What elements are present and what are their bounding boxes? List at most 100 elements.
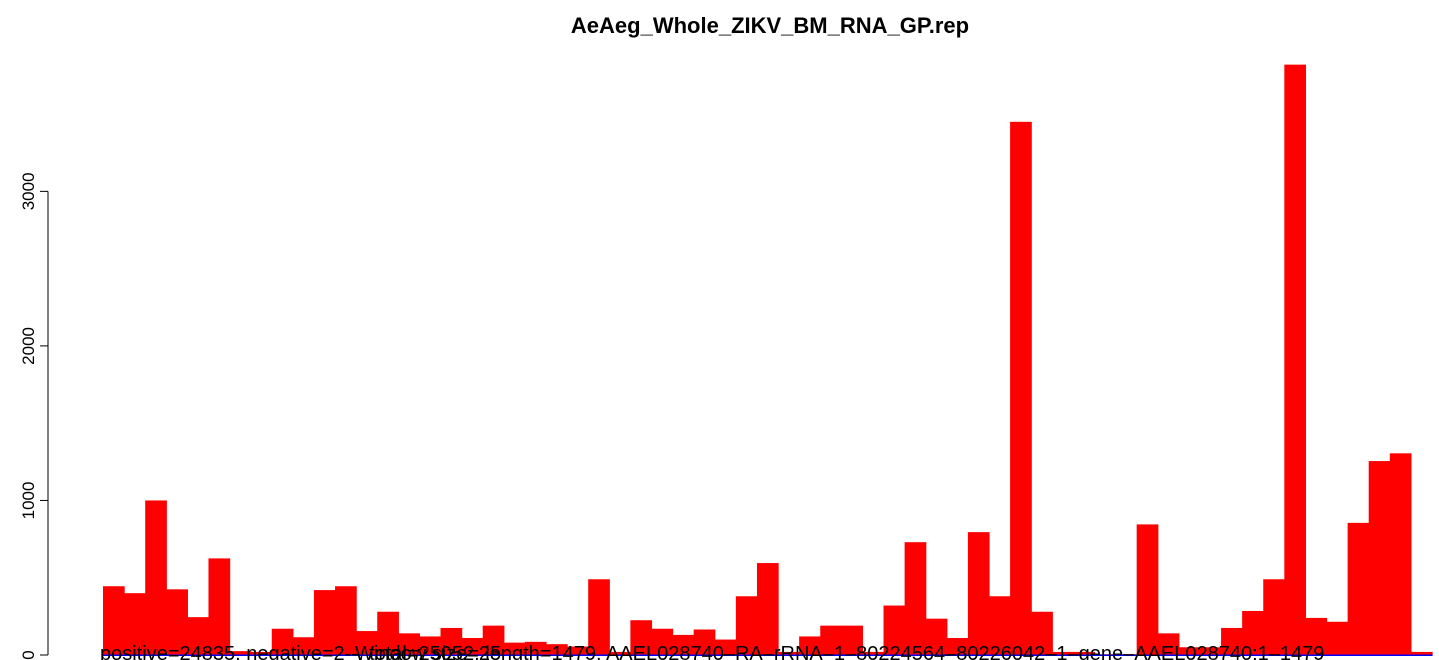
bar (482, 625, 505, 655)
bar (461, 638, 484, 655)
bar-negative (1178, 654, 1201, 656)
bar-negative (1157, 654, 1180, 656)
bar-negative (187, 654, 210, 656)
bar-negative (841, 654, 864, 656)
bar-negative (229, 654, 252, 656)
bar (1073, 651, 1096, 655)
bar-negative (778, 654, 800, 656)
bar-negative (693, 654, 716, 656)
bar-negative (124, 654, 146, 656)
bar-negative (1389, 654, 1412, 656)
bar-negative (989, 654, 1011, 656)
bar (503, 642, 526, 655)
bar-negative (925, 654, 948, 656)
bar-negative (356, 654, 378, 656)
bar-negative (250, 654, 273, 656)
bar-negative (609, 654, 631, 656)
bar (1368, 461, 1391, 655)
bar (946, 638, 969, 655)
bar-negative (1263, 654, 1285, 656)
bar-negative (1073, 654, 1096, 656)
y-tick-label: 1000 (19, 482, 38, 520)
bar-negative (799, 654, 821, 656)
bar (672, 634, 695, 655)
bar-negative (419, 654, 442, 656)
bar (1305, 617, 1328, 655)
bar (714, 639, 737, 655)
bar-negative (1052, 654, 1074, 656)
bar-negative (503, 654, 526, 656)
bar (1031, 611, 1053, 655)
bar-negative (651, 654, 674, 656)
bar (756, 563, 779, 655)
bar (1136, 524, 1159, 655)
bar-negative (1410, 654, 1433, 656)
bar (440, 627, 463, 655)
bar-negative (1242, 654, 1264, 656)
bar-negative (103, 654, 125, 656)
bar (292, 637, 315, 655)
bar (651, 628, 674, 655)
bar-negative (208, 654, 231, 656)
bar-negative (946, 654, 969, 656)
bar (335, 586, 357, 655)
bar-negative (546, 654, 568, 656)
bar (1157, 633, 1180, 655)
bar-negative (313, 654, 336, 656)
bar-negative (904, 654, 927, 656)
bar (419, 636, 442, 655)
bar (1010, 121, 1032, 655)
bar (271, 628, 294, 655)
bar-negative (967, 654, 990, 656)
bar (1326, 621, 1349, 655)
bar (524, 641, 547, 655)
chart-annotation: positive=24835, negative=2‑‑, total=2505… (100, 643, 1324, 660)
bar (313, 590, 336, 655)
bar-negative (1368, 654, 1391, 656)
bar-negative (1284, 654, 1307, 656)
bar (1178, 647, 1201, 655)
bar-negative (335, 654, 357, 656)
bar (609, 651, 631, 655)
bar (925, 618, 948, 655)
bar (546, 644, 568, 655)
bar (904, 542, 927, 655)
bar (398, 633, 421, 655)
y-axis: 0 1000 2000 3000 (19, 172, 49, 660)
bar-negative (756, 654, 779, 656)
y-tick-label: 2000 (19, 327, 38, 365)
bar-negative (1199, 654, 1222, 656)
bar-negative (440, 654, 463, 656)
bar (567, 646, 589, 655)
bar (735, 596, 758, 655)
bar-negative (1347, 654, 1370, 656)
bar (1263, 579, 1285, 655)
bar (967, 532, 990, 655)
bar (145, 500, 167, 655)
bar (1199, 647, 1222, 655)
bar (841, 625, 864, 655)
overlay-annotation: Window size=25 (355, 643, 501, 660)
bar (166, 589, 188, 655)
bar-negative (630, 654, 653, 656)
bar-negative (735, 654, 758, 656)
bar-negative (1305, 654, 1328, 656)
bar (1242, 610, 1264, 655)
bar-negative (883, 654, 906, 656)
bar-negative (271, 654, 294, 656)
bar-negative (1010, 654, 1032, 656)
bar (989, 596, 1011, 655)
bar (862, 651, 885, 655)
bar (103, 586, 125, 655)
bar-negative (524, 654, 547, 656)
bar (820, 625, 842, 655)
bar-negative (714, 654, 737, 656)
bar (187, 617, 210, 655)
bar (250, 651, 273, 655)
bar (124, 593, 146, 655)
bar-negative (145, 654, 167, 656)
bar (588, 579, 610, 655)
bar-negative (1094, 654, 1117, 656)
y-tick-label: 3000 (19, 172, 38, 210)
bar (377, 611, 399, 655)
